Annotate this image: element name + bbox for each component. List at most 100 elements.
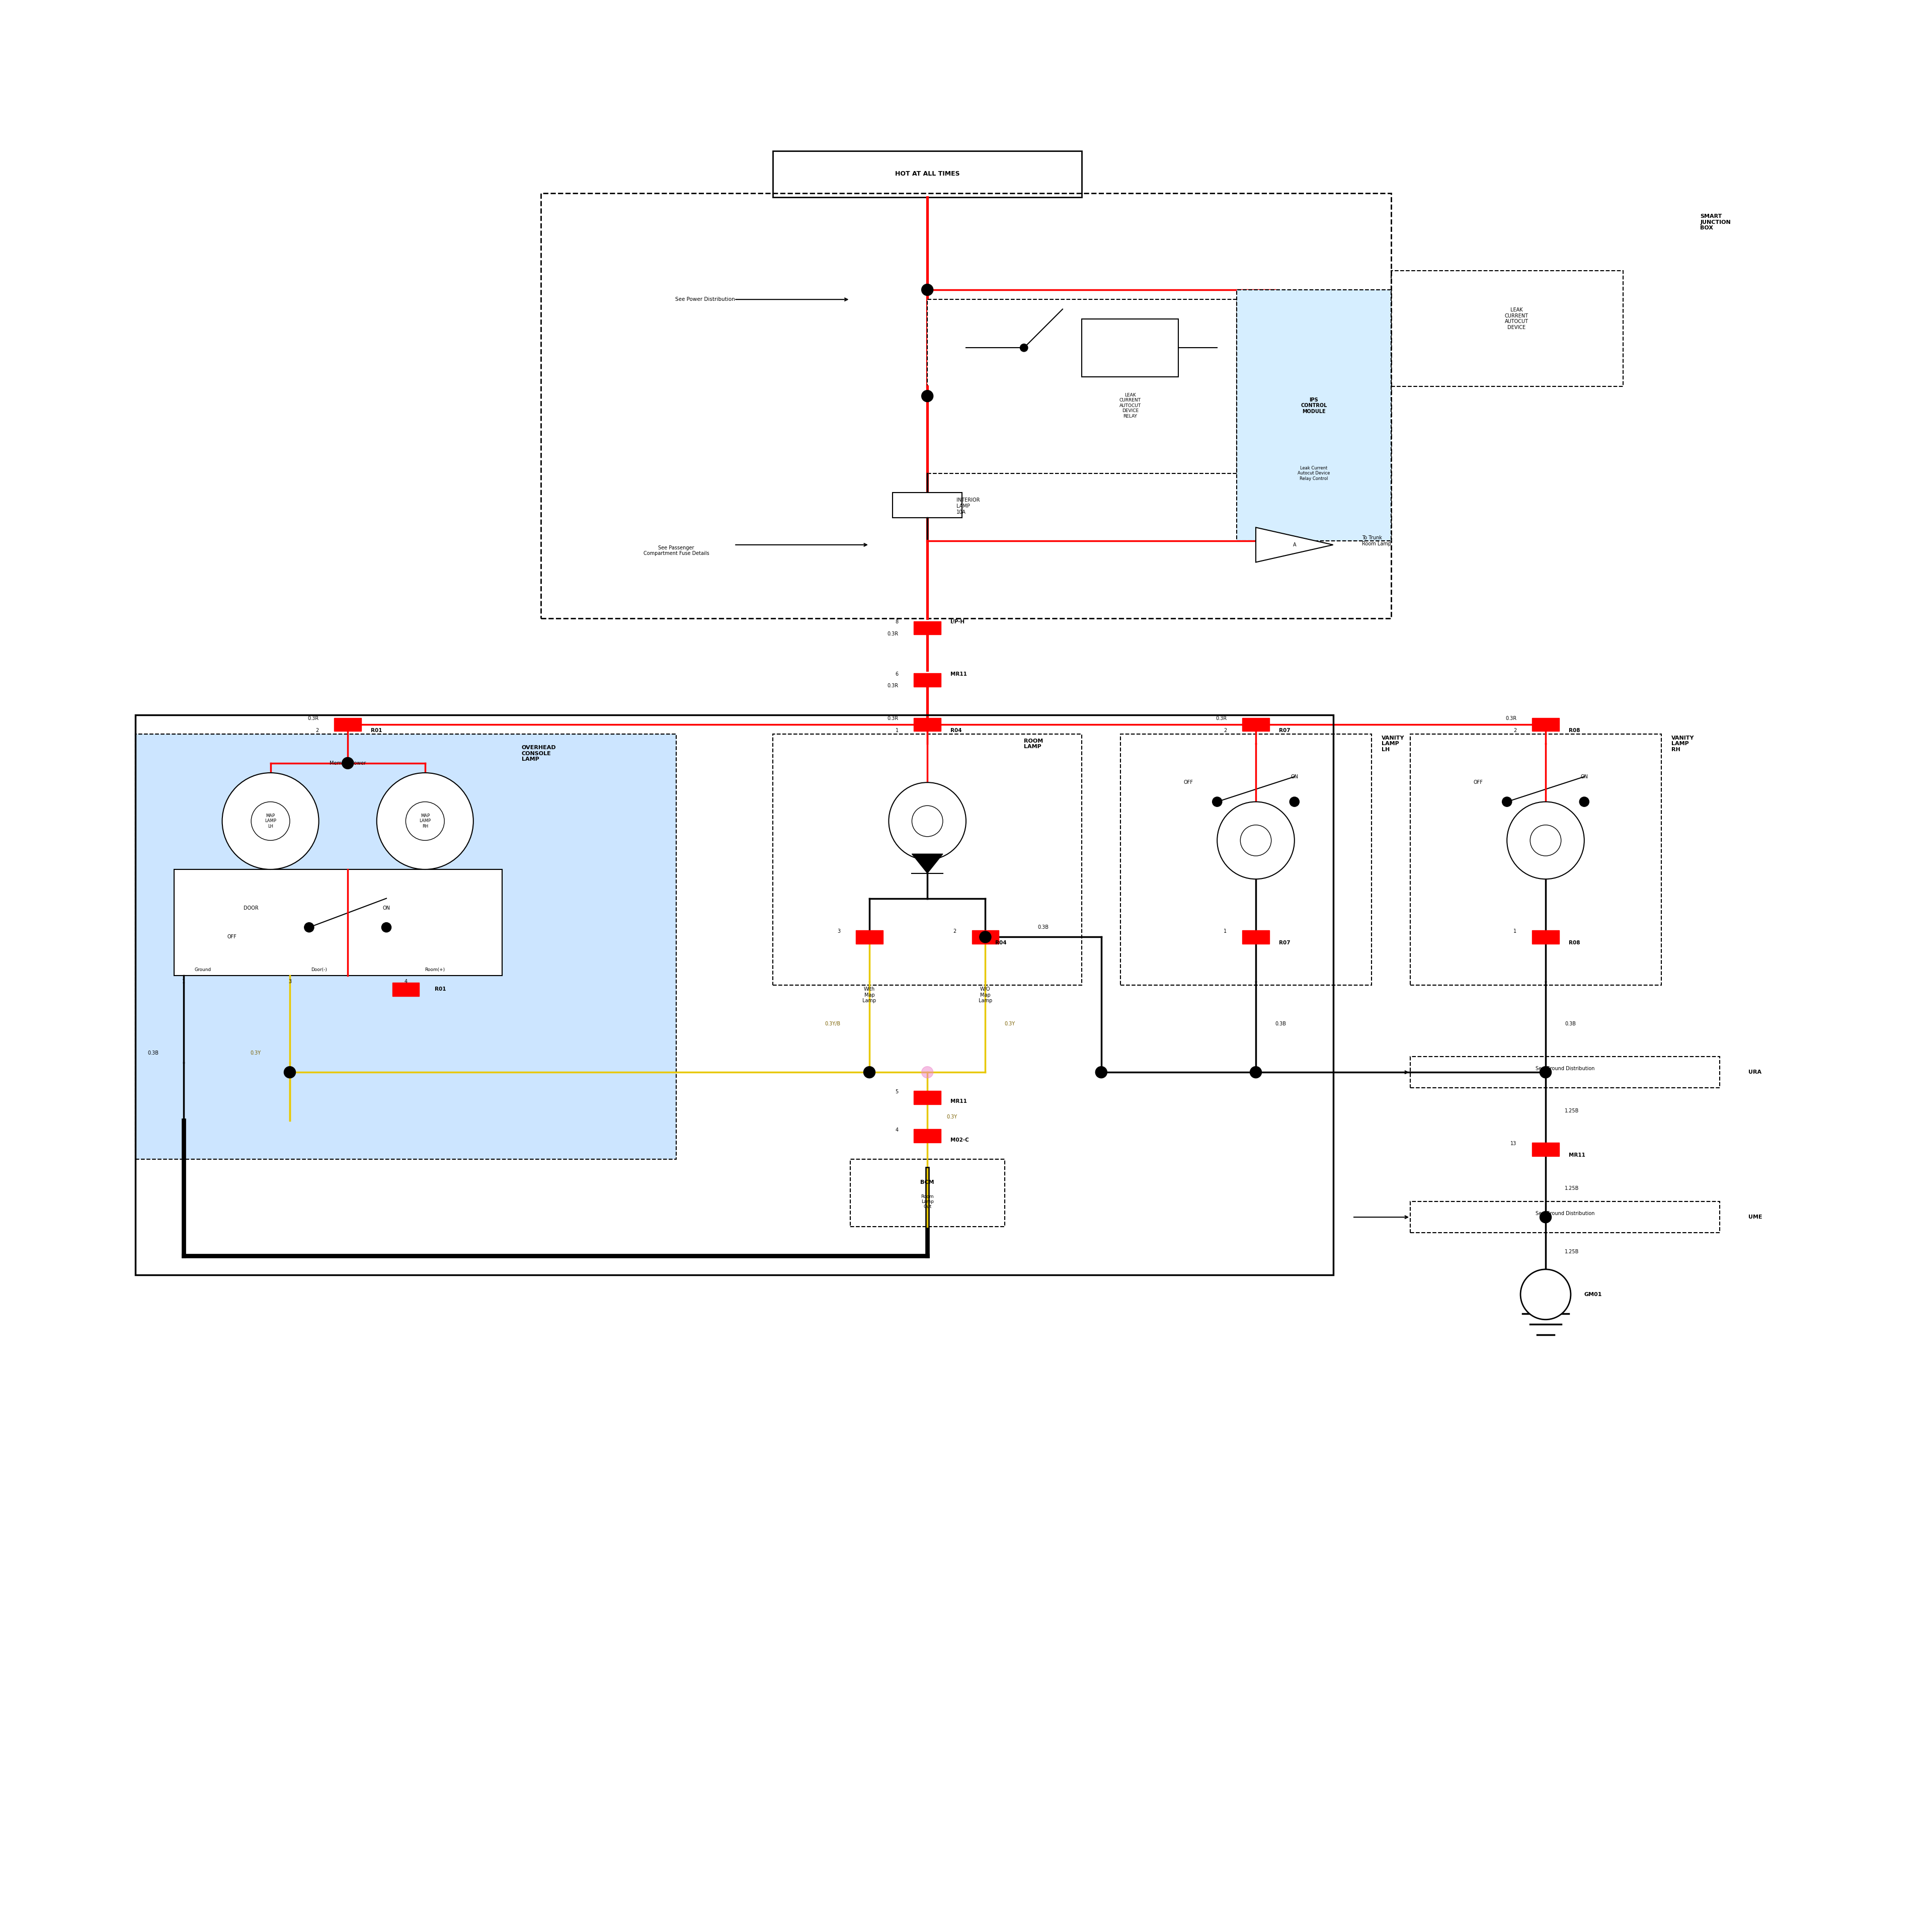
Circle shape	[889, 782, 966, 860]
Text: OVERHEAD
CONSOLE
LAMP: OVERHEAD CONSOLE LAMP	[522, 746, 556, 761]
Text: Room
Lamp
Out: Room Lamp Out	[922, 1194, 933, 1209]
Text: A: A	[1293, 543, 1296, 547]
Text: 0.3R: 0.3R	[1215, 717, 1227, 721]
Circle shape	[284, 1066, 296, 1078]
Text: W/O
Map
Lamp: W/O Map Lamp	[978, 987, 993, 1003]
Text: OFF: OFF	[1474, 781, 1482, 784]
Bar	[392, 981, 419, 997]
Circle shape	[1020, 344, 1028, 352]
Text: VANITY
LAMP
RH: VANITY LAMP RH	[1671, 736, 1694, 752]
Text: R08: R08	[1569, 941, 1580, 945]
Bar	[1121, 734, 1372, 985]
Text: 8: 8	[895, 620, 898, 624]
Bar	[914, 672, 941, 686]
Circle shape	[1291, 796, 1298, 808]
Text: R07: R07	[1279, 941, 1291, 945]
Circle shape	[1540, 1211, 1551, 1223]
Circle shape	[342, 757, 354, 769]
Polygon shape	[912, 854, 943, 873]
Bar	[1532, 1142, 1559, 1155]
Text: VANITY
LAMP
LH: VANITY LAMP LH	[1381, 736, 1405, 752]
Bar	[850, 1159, 1005, 1227]
Text: 2: 2	[952, 929, 956, 933]
Circle shape	[1250, 719, 1262, 730]
Text: IPS
CONTROL
MODULE: IPS CONTROL MODULE	[1300, 398, 1327, 413]
Circle shape	[922, 390, 933, 402]
Text: 2: 2	[1223, 728, 1227, 732]
Text: See Power Distribution: See Power Distribution	[676, 298, 734, 301]
Bar	[914, 1128, 941, 1142]
Circle shape	[864, 1066, 875, 1078]
Circle shape	[406, 802, 444, 840]
Bar	[1532, 717, 1559, 732]
Text: INTERIOR
LAMP
10A: INTERIOR LAMP 10A	[956, 498, 980, 514]
Text: GM01: GM01	[1584, 1293, 1602, 1296]
Bar	[914, 1090, 941, 1105]
Bar	[856, 931, 883, 945]
Text: Memory Power: Memory Power	[330, 761, 365, 765]
Text: DOOR: DOOR	[243, 906, 259, 910]
Text: BCM: BCM	[920, 1180, 935, 1184]
Bar	[927, 299, 1236, 473]
Text: HOT AT ALL TIMES: HOT AT ALL TIMES	[895, 170, 960, 178]
Text: 0.3B: 0.3B	[1565, 1022, 1577, 1026]
Circle shape	[922, 284, 933, 296]
Text: 6: 6	[895, 672, 898, 676]
Text: 1: 1	[895, 728, 898, 732]
Text: R01: R01	[371, 728, 383, 732]
Circle shape	[303, 923, 313, 933]
Text: 0.3Y: 0.3Y	[947, 1115, 958, 1119]
Text: M02-C: M02-C	[951, 1138, 970, 1142]
Text: OFF: OFF	[228, 935, 236, 939]
Text: 0.3B: 0.3B	[1037, 925, 1049, 929]
Bar	[773, 151, 1082, 197]
Text: 1: 1	[182, 980, 185, 983]
Bar	[1410, 1202, 1719, 1233]
Bar	[1532, 931, 1559, 945]
Circle shape	[1507, 802, 1584, 879]
Text: ROOM
LAMP: ROOM LAMP	[1024, 738, 1043, 750]
Text: MR11: MR11	[951, 1099, 968, 1103]
Text: URA: URA	[1748, 1070, 1762, 1074]
Bar	[773, 734, 1082, 985]
Circle shape	[1213, 796, 1221, 808]
Polygon shape	[1256, 527, 1333, 562]
Circle shape	[1217, 802, 1294, 879]
Text: 1.25B: 1.25B	[1565, 1109, 1578, 1113]
Text: 3: 3	[837, 929, 840, 933]
Text: With
Map
Lamp: With Map Lamp	[862, 987, 877, 1003]
Text: 3: 3	[288, 980, 292, 983]
Text: OFF: OFF	[1184, 781, 1192, 784]
Text: R08: R08	[1569, 728, 1580, 732]
Text: 0.3R: 0.3R	[887, 717, 898, 721]
Text: 2: 2	[1513, 728, 1517, 732]
Bar	[1082, 319, 1179, 377]
Circle shape	[1095, 1066, 1107, 1078]
Text: MAP
LAMP
LH: MAP LAMP LH	[265, 813, 276, 829]
Text: MR11: MR11	[951, 672, 968, 676]
Bar	[135, 734, 676, 1159]
Text: MR11: MR11	[1569, 1153, 1586, 1157]
Circle shape	[1540, 1066, 1551, 1078]
Text: R04: R04	[951, 728, 962, 732]
Text: ON: ON	[1580, 775, 1588, 779]
Bar	[914, 717, 941, 732]
Text: See Passenger
Compartment Fuse Details: See Passenger Compartment Fuse Details	[643, 545, 709, 556]
Text: ON: ON	[383, 906, 390, 910]
Text: UME: UME	[1748, 1215, 1762, 1219]
Text: See Ground Distribution: See Ground Distribution	[1536, 1066, 1594, 1070]
Bar	[174, 869, 502, 976]
Circle shape	[1503, 796, 1511, 808]
Text: LEAK
CURRENT
AUTOCUT
DEVICE: LEAK CURRENT AUTOCUT DEVICE	[1505, 307, 1528, 330]
Text: See Ground Distribution: See Ground Distribution	[1536, 1211, 1594, 1215]
Text: 1: 1	[1223, 929, 1227, 933]
Bar	[1242, 717, 1269, 732]
Text: R01: R01	[435, 987, 446, 991]
Text: LEAK
CURRENT
AUTOCUT
DEVICE
RELAY: LEAK CURRENT AUTOCUT DEVICE RELAY	[1119, 392, 1142, 419]
Text: 0.3Y/B: 0.3Y/B	[825, 1022, 840, 1026]
Text: I/P-H: I/P-H	[951, 620, 964, 624]
Text: Door(-): Door(-)	[311, 968, 327, 972]
Bar	[893, 493, 962, 518]
Text: SMART
JUNCTION
BOX: SMART JUNCTION BOX	[1700, 214, 1731, 230]
Bar	[1242, 931, 1269, 945]
